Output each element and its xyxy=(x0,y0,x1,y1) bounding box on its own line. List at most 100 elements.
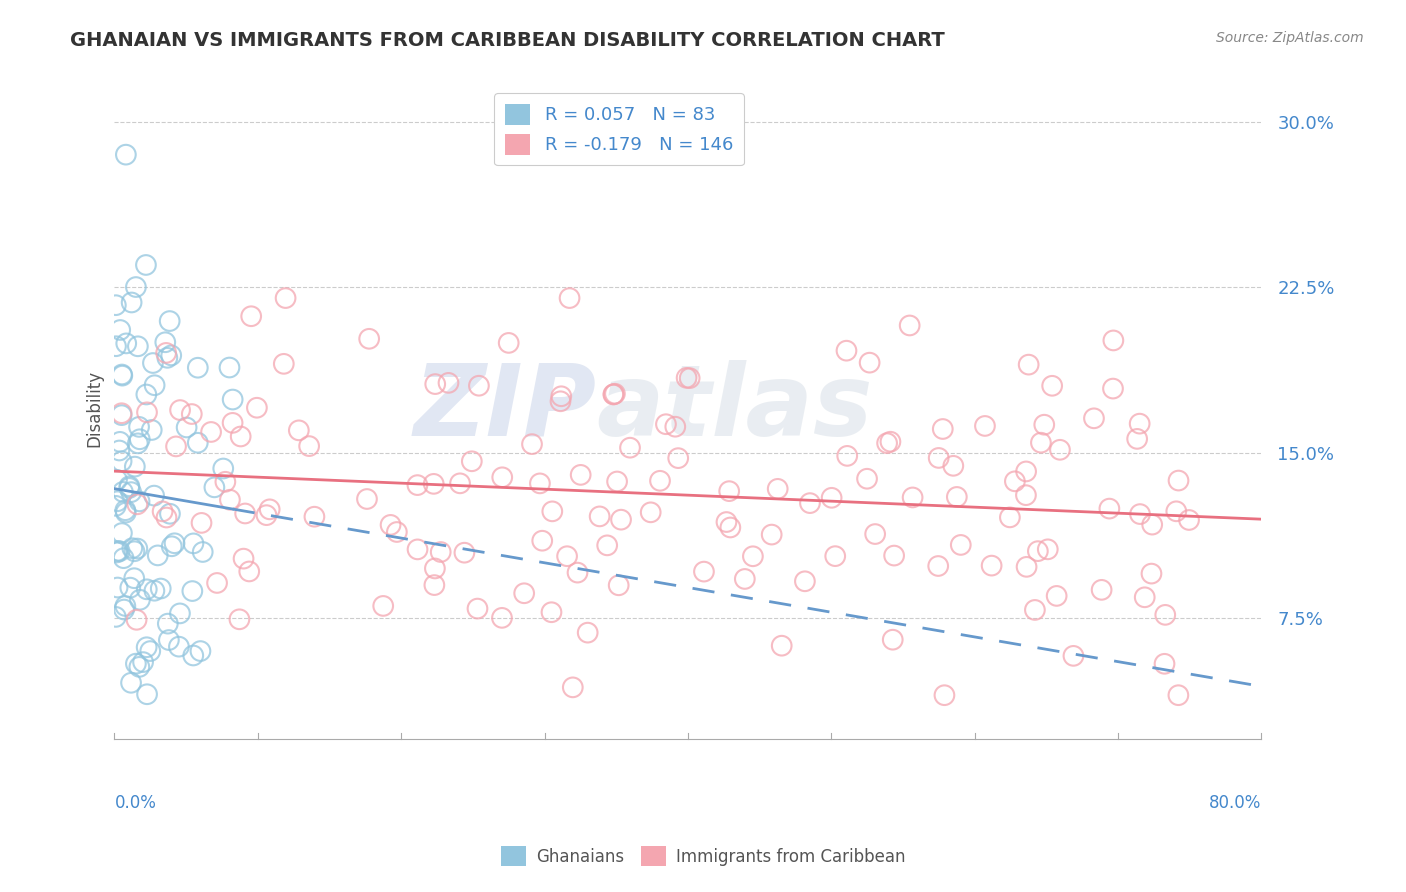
Point xyxy=(219,492,242,507)
Point xyxy=(1024,603,1046,617)
Point xyxy=(946,490,969,504)
Point xyxy=(716,515,738,529)
Point xyxy=(118,481,141,495)
Point xyxy=(212,461,235,475)
Point xyxy=(228,612,250,626)
Point xyxy=(949,538,972,552)
Point xyxy=(675,371,697,385)
Point xyxy=(1129,417,1152,431)
Point xyxy=(619,441,641,455)
Point xyxy=(498,335,520,350)
Point xyxy=(693,565,716,579)
Point xyxy=(567,566,589,580)
Point xyxy=(1098,501,1121,516)
Point xyxy=(468,378,491,392)
Point xyxy=(118,479,141,493)
Text: ZIP: ZIP xyxy=(413,359,596,457)
Point xyxy=(927,559,949,574)
Point xyxy=(146,549,169,563)
Point xyxy=(156,351,179,365)
Point xyxy=(169,403,191,417)
Point xyxy=(588,509,610,524)
Point xyxy=(274,291,297,305)
Point xyxy=(569,467,592,482)
Point xyxy=(1154,607,1177,622)
Point xyxy=(104,298,127,312)
Point xyxy=(298,439,321,453)
Point xyxy=(942,458,965,473)
Point xyxy=(124,544,146,558)
Point xyxy=(1015,465,1038,479)
Point xyxy=(934,688,956,702)
Point xyxy=(169,607,191,621)
Point xyxy=(550,389,572,403)
Point xyxy=(176,420,198,434)
Point xyxy=(232,551,254,566)
Point xyxy=(259,502,281,516)
Point xyxy=(127,436,149,450)
Point xyxy=(1167,474,1189,488)
Point xyxy=(467,601,489,615)
Point xyxy=(561,681,583,695)
Point xyxy=(856,472,879,486)
Point xyxy=(190,516,212,530)
Point xyxy=(385,524,408,539)
Point xyxy=(135,387,157,401)
Point xyxy=(882,632,904,647)
Point xyxy=(974,419,997,434)
Point xyxy=(128,432,150,446)
Point xyxy=(187,435,209,450)
Point xyxy=(423,561,446,575)
Point xyxy=(1102,334,1125,348)
Point xyxy=(218,360,240,375)
Point xyxy=(160,539,183,553)
Point xyxy=(122,571,145,585)
Point xyxy=(152,504,174,518)
Point xyxy=(461,454,484,468)
Point xyxy=(238,565,260,579)
Point xyxy=(1153,657,1175,671)
Point xyxy=(143,378,166,392)
Point xyxy=(155,510,177,524)
Point xyxy=(859,356,882,370)
Point xyxy=(529,476,551,491)
Point xyxy=(1033,417,1056,432)
Point xyxy=(603,386,626,401)
Point xyxy=(576,625,599,640)
Point xyxy=(136,687,159,701)
Point xyxy=(1140,517,1163,532)
Point xyxy=(998,510,1021,524)
Point xyxy=(766,482,789,496)
Point xyxy=(359,332,381,346)
Point xyxy=(449,476,471,491)
Point xyxy=(423,578,446,592)
Point xyxy=(200,425,222,439)
Point xyxy=(121,295,143,310)
Point xyxy=(406,478,429,492)
Point xyxy=(155,346,177,360)
Point xyxy=(1046,589,1069,603)
Point xyxy=(108,434,131,449)
Point xyxy=(104,610,127,624)
Point xyxy=(1166,504,1188,518)
Point xyxy=(380,517,402,532)
Point xyxy=(124,459,146,474)
Point xyxy=(181,648,204,663)
Point xyxy=(304,509,326,524)
Point xyxy=(115,147,138,161)
Point xyxy=(107,581,129,595)
Point xyxy=(149,582,172,596)
Point xyxy=(606,475,628,489)
Point xyxy=(541,504,564,518)
Point xyxy=(135,640,157,655)
Point xyxy=(129,592,152,607)
Point xyxy=(770,639,793,653)
Point xyxy=(879,434,901,449)
Point xyxy=(1178,513,1201,527)
Point xyxy=(932,422,955,436)
Point xyxy=(229,429,252,443)
Point xyxy=(120,581,142,595)
Point xyxy=(105,545,128,559)
Point xyxy=(835,343,858,358)
Point xyxy=(221,392,243,407)
